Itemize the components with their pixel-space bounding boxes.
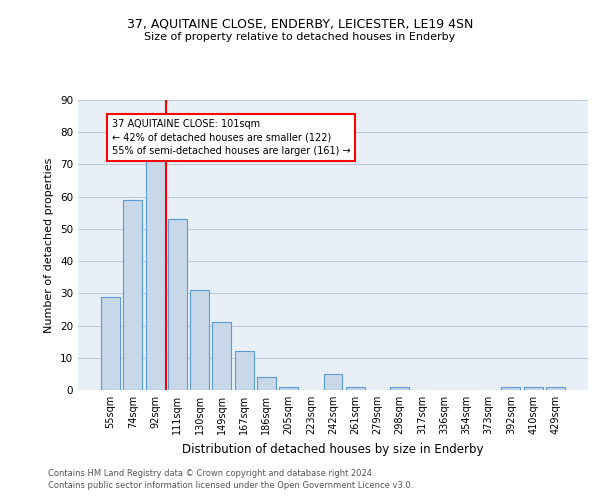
Bar: [212, 322, 231, 390]
Bar: [346, 387, 365, 390]
Text: Contains public sector information licensed under the Open Government Licence v3: Contains public sector information licen…: [48, 481, 413, 490]
X-axis label: Distribution of detached houses by size in Enderby: Distribution of detached houses by size …: [182, 442, 484, 456]
Text: Size of property relative to detached houses in Enderby: Size of property relative to detached ho…: [145, 32, 455, 42]
Y-axis label: Number of detached properties: Number of detached properties: [44, 158, 55, 332]
Bar: [235, 352, 254, 390]
Text: 37 AQUITAINE CLOSE: 101sqm
← 42% of detached houses are smaller (122)
55% of sem: 37 AQUITAINE CLOSE: 101sqm ← 42% of deta…: [112, 120, 350, 156]
Text: 37, AQUITAINE CLOSE, ENDERBY, LEICESTER, LE19 4SN: 37, AQUITAINE CLOSE, ENDERBY, LEICESTER,…: [127, 18, 473, 30]
Bar: [390, 387, 409, 390]
Bar: [279, 387, 298, 390]
Text: Contains HM Land Registry data © Crown copyright and database right 2024.: Contains HM Land Registry data © Crown c…: [48, 468, 374, 477]
Bar: [524, 387, 542, 390]
Bar: [101, 296, 120, 390]
Bar: [168, 219, 187, 390]
Bar: [257, 377, 276, 390]
Bar: [124, 200, 142, 390]
Bar: [190, 290, 209, 390]
Bar: [323, 374, 343, 390]
Bar: [146, 148, 164, 390]
Bar: [546, 387, 565, 390]
Bar: [502, 387, 520, 390]
